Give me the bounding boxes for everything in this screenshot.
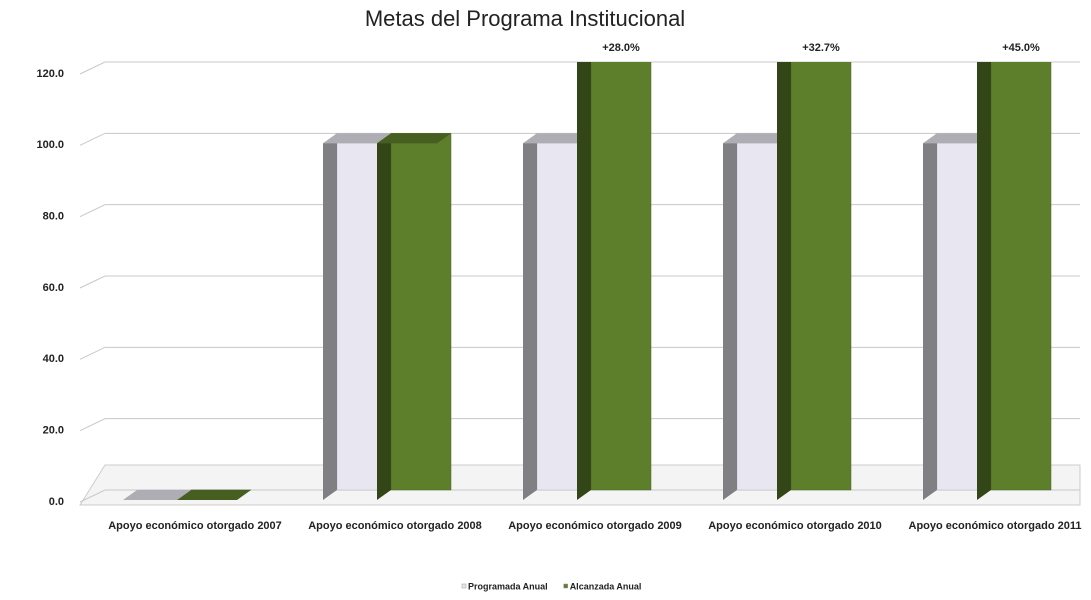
x-tick-label: Apoyo económico otorgado 2011 [908, 520, 1082, 532]
bars [123, 17, 1052, 501]
bar-top [923, 133, 991, 144]
chart-title: Metas del Programa Institucional [365, 6, 685, 31]
y-tick-label: 100.0 [36, 139, 64, 151]
legend-swatch [563, 583, 568, 589]
y-tick-label: 60.0 [43, 282, 64, 294]
bar [990, 62, 1052, 491]
bar-top [123, 490, 191, 500]
legend-swatch [461, 583, 467, 589]
legend-label: Programada Anual [468, 581, 548, 591]
bar-side [323, 133, 337, 501]
grid-line [79, 61, 1080, 75]
bar-top [523, 133, 591, 144]
bar-side [577, 62, 591, 500]
bar-top [777, 17, 851, 27]
bar-top [377, 133, 451, 144]
x-tick-label: Apoyo económico otorgado 2009 [508, 520, 682, 532]
y-tick-label: 120.0 [36, 68, 64, 80]
bar [390, 133, 452, 491]
bar [790, 62, 852, 491]
annotation: +32.7% [802, 42, 840, 54]
annotation: +45.0% [1002, 42, 1040, 54]
annotation: +28.0% [602, 42, 640, 54]
y-tick-label: 20.0 [43, 425, 64, 437]
x-tick-label: Apoyo económico otorgado 2008 [308, 520, 482, 532]
x-tick-label: Apoyo económico otorgado 2010 [708, 520, 882, 532]
bar-side [523, 133, 537, 501]
bar-top [723, 133, 791, 144]
bar-side [977, 62, 991, 500]
y-tick-label: 0.0 [49, 496, 64, 508]
bar-side [777, 62, 791, 500]
bar-top [323, 133, 391, 144]
bar-side [723, 133, 737, 501]
y-tick-label: 40.0 [43, 353, 64, 365]
legend-label: Alcanzada Anual [570, 581, 642, 591]
x-tick-label: Apoyo económico otorgado 2007 [108, 520, 282, 532]
bar-side [923, 133, 937, 501]
y-tick-label: 80.0 [43, 211, 64, 223]
bar-top [177, 490, 251, 500]
bar [590, 62, 652, 491]
bar-side [377, 133, 391, 501]
